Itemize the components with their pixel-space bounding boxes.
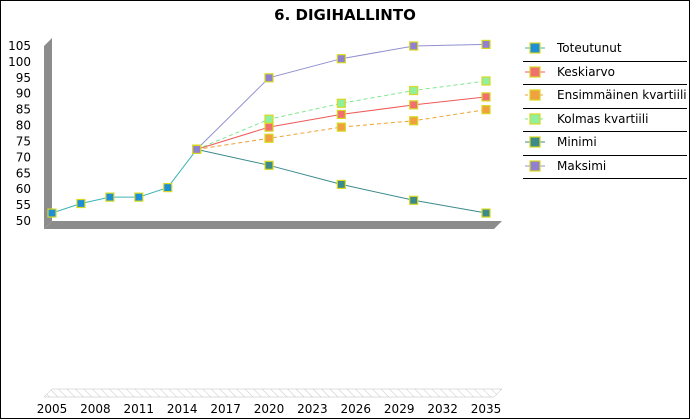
data-point-1 (134, 192, 144, 202)
data-point-6 (336, 54, 346, 64)
data-point-3 (336, 122, 346, 132)
category-strip (43, 388, 503, 398)
x-tick-label: 2005 (37, 402, 68, 416)
y-tick-label: 95 (16, 71, 31, 85)
y-tick-label: 75 (16, 134, 31, 148)
x-tick-label: 2011 (124, 402, 155, 416)
legend-symbol (525, 65, 545, 78)
legend-label: Kolmas kvartiili (557, 111, 649, 126)
legend-item: Minimi (523, 132, 687, 156)
y-tick-label: 50 (16, 214, 31, 228)
x-tick-label: 2029 (384, 402, 415, 416)
legend-item: Keskiarvo (523, 62, 687, 85)
data-point-1 (76, 198, 86, 209)
legend-label: Maksimi (557, 158, 607, 173)
left-wall (44, 38, 52, 229)
data-point-6 (409, 41, 419, 51)
legend-symbol (525, 159, 545, 172)
data-point-6 (264, 73, 274, 83)
legend-item: Maksimi (523, 156, 687, 179)
legend-symbol (525, 89, 545, 101)
data-point-6 (481, 39, 491, 50)
y-tick-label: 90 (16, 87, 31, 101)
legend-marker (529, 42, 541, 54)
legend-label: Ensimmäinen kvartiili (557, 88, 687, 102)
data-point-4 (481, 76, 491, 86)
y-tick-label: 100 (8, 55, 31, 69)
legend-symbol (525, 136, 545, 148)
y-tick-label: 105 (8, 39, 31, 53)
y-tick-label: 65 (16, 166, 31, 180)
legend-marker (529, 89, 541, 101)
data-point-5 (264, 160, 274, 170)
data-point-1 (163, 182, 173, 193)
x-tick-label: 2026 (341, 402, 372, 416)
series-line-1 (51, 149, 198, 214)
data-point-4 (264, 114, 274, 124)
legend-item: Ensimmäinen kvartiili (523, 85, 687, 109)
y-tick-label: 70 (16, 150, 31, 164)
legend-label: Keskiarvo (557, 64, 615, 79)
y-tick-label: 60 (16, 182, 31, 196)
y-tick-label: 85 (16, 103, 31, 117)
data-point-2 (264, 122, 274, 132)
data-point-4 (409, 85, 419, 96)
legend-label: Minimi (557, 135, 597, 149)
data-point-3 (264, 133, 274, 143)
x-tick-label: 2017 (210, 402, 241, 416)
legend-marker (529, 112, 541, 125)
x-tick-label: 2023 (297, 402, 328, 416)
data-point-4 (336, 98, 346, 108)
legend-label: Toteutunut (557, 41, 622, 55)
data-point-3 (481, 105, 491, 115)
data-point-2 (409, 100, 419, 110)
data-point-3 (409, 116, 419, 126)
y-tick-label: 80 (16, 119, 31, 133)
data-point-6 (192, 144, 202, 155)
data-point-5 (336, 179, 346, 190)
x-tick-label: 2032 (427, 402, 458, 416)
x-tick-label: 2035 (471, 402, 502, 416)
data-point-5 (481, 208, 491, 218)
x-tick-label: 2020 (254, 402, 285, 416)
y-tick-label: 55 (16, 198, 31, 212)
data-point-2 (336, 109, 346, 120)
legend-item: Kolmas kvartiili (523, 109, 687, 132)
data-point-2 (481, 92, 491, 102)
legend-marker (529, 159, 541, 172)
series-line-4 (196, 80, 487, 150)
data-point-1 (105, 192, 115, 202)
legend: Toteutunut Keskiarvo Ensimmäinen kvartiili… (523, 38, 687, 179)
legend-item: Toteutunut (523, 38, 687, 62)
legend-marker (529, 65, 541, 78)
legend-symbol (525, 42, 545, 54)
data-point-5 (409, 195, 419, 205)
x-tick-label: 2008 (80, 402, 111, 416)
chart-title: 6. DIGIHALLINTO (274, 6, 416, 24)
data-point-1 (47, 208, 57, 218)
legend-marker (529, 136, 541, 148)
x-tick-label: 2014 (167, 402, 198, 416)
legend-symbol (525, 112, 545, 125)
floor-wall (44, 221, 502, 229)
